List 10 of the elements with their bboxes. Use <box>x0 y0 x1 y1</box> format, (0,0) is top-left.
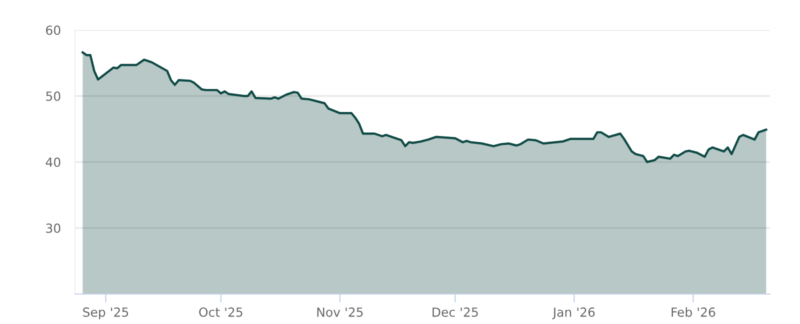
y-tick-label: 40 <box>46 157 60 167</box>
y-tick-label: 50 <box>46 91 60 101</box>
x-tick-label: Jan '26 <box>552 307 595 320</box>
x-tick-label: Sep '25 <box>83 307 128 320</box>
x-tick-label: Dec '25 <box>432 307 478 317</box>
x-tick-label: Oct '25 <box>199 307 242 317</box>
y-tick-label: 60 <box>46 25 60 35</box>
x-tick-label: Nov '25 <box>317 307 363 317</box>
x-tick-label: Feb '26 <box>672 307 716 317</box>
y-tick-label: 30 <box>46 223 60 233</box>
